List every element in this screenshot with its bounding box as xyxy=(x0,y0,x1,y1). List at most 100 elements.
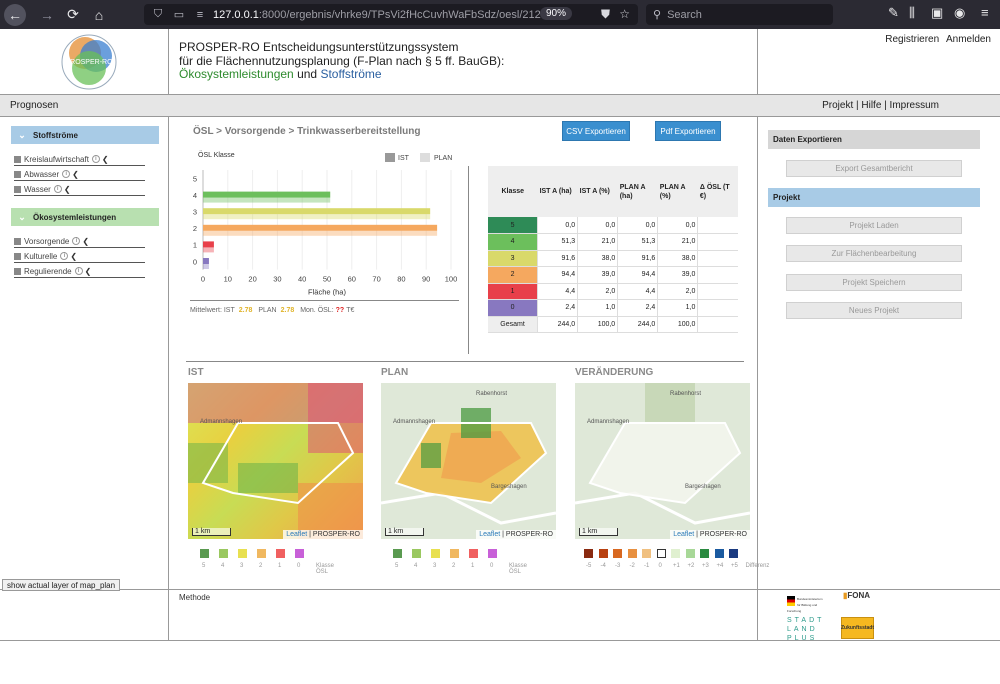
url-host: 127.0.0.1 xyxy=(213,8,259,21)
export-report-button[interactable]: Export Gesamtbericht xyxy=(786,160,962,177)
checkbox-icon[interactable] xyxy=(14,267,21,275)
legend-label-ist: IST xyxy=(398,155,409,162)
pocket-icon[interactable]: ⛊ xyxy=(600,7,610,21)
table-row: 1 4,4 2,0 4,4 2,0 xyxy=(488,283,738,300)
login-link[interactable]: Anmelden xyxy=(945,34,991,45)
title-line-2: für die Flächennutzungsplanung (F-Plan n… xyxy=(179,53,505,68)
sidebar-item-kulturelle[interactable]: Kulturelle i ❮ xyxy=(14,250,145,263)
project-help-links[interactable]: Projekt | Hilfe | Impressum xyxy=(822,100,939,111)
stats-line: Mittelwert: IST 2.78 PLAN 2.78 Mon. ÖSL:??… xyxy=(190,307,354,314)
search-input[interactable]: ⚲ Search xyxy=(646,4,833,25)
info-icon[interactable]: i xyxy=(91,155,100,163)
wrench-icon[interactable]: ✎ xyxy=(888,5,899,20)
library-icon[interactable]: ⫼ xyxy=(909,5,915,20)
table-cell-klasse: 0 xyxy=(488,299,538,317)
table-cell-delta xyxy=(697,233,738,251)
table-header: IST A (%) xyxy=(577,166,618,217)
stoffstroeme-link[interactable]: Stoffströme xyxy=(320,67,382,81)
table-header-row: Klasse IST A (ha) IST A (%) PLAN A (ha) … xyxy=(488,166,738,217)
chevron-left-icon[interactable]: ❮ xyxy=(70,251,78,261)
mon-oesl-label: Mon. ÖSL: xyxy=(300,307,334,314)
sidebar-item-regulierende[interactable]: Regulierende i ❮ xyxy=(14,265,145,278)
csv-export-button[interactable]: CSV Exportieren xyxy=(562,121,630,141)
sidebar-icon[interactable]: ▣ xyxy=(931,5,944,20)
register-link[interactable]: Registrieren xyxy=(885,34,940,45)
table-header: PLAN A (ha) xyxy=(617,166,658,217)
sidebar-group-oekosystemleistungen[interactable]: ⌄ Ökosystemleistungen xyxy=(11,208,159,226)
chart-bottom-line xyxy=(190,300,459,301)
chevron-left-icon[interactable]: ❮ xyxy=(82,236,90,246)
x-tick-label: 0 xyxy=(201,275,205,284)
sidebar-item-label: Kreislaufwirtschaft xyxy=(24,154,89,164)
title-and: und xyxy=(297,67,318,81)
checkbox-icon[interactable] xyxy=(14,237,21,245)
zoom-indicator[interactable]: 90% xyxy=(539,7,572,20)
table-total-plan_pct: 100,0 xyxy=(657,316,698,333)
prosper-ro-logo[interactable]: PROSPER-RO xyxy=(60,33,118,91)
info-icon[interactable]: i xyxy=(72,237,81,245)
oekosystem-link[interactable]: Ökosystemleistungen xyxy=(179,67,294,81)
bar-ist xyxy=(203,258,209,264)
new-project-button[interactable]: Neues Projekt xyxy=(786,302,962,319)
table-cell-plan_pct: 0,0 xyxy=(657,217,698,234)
chevron-left-icon[interactable]: ❮ xyxy=(63,184,71,194)
bookmark-star-icon[interactable]: ☆ xyxy=(619,7,630,21)
nav-row: Prognosen Projekt | Hilfe | Impressum xyxy=(0,94,1000,117)
legend-label: Differenz xyxy=(745,563,770,569)
table-header: IST A (ha) xyxy=(537,166,578,217)
reload-icon[interactable]: ⟳ xyxy=(67,6,79,22)
checkbox-icon[interactable] xyxy=(14,252,21,260)
map-plan[interactable]: Admannshagen Rabenhorst Bargeshagen 1 km… xyxy=(381,383,556,539)
sidebar-item-vorsorgende[interactable]: Vorsorgende i ❮ xyxy=(14,235,145,248)
map-ist[interactable]: Admannshagen 1 km Leaflet | PROSPER-RO xyxy=(188,383,363,539)
home-icon[interactable]: ⌂ xyxy=(94,6,104,23)
bar-ist xyxy=(203,224,438,231)
shield-icon[interactable]: ⛉ xyxy=(153,8,163,20)
info-icon[interactable]: i xyxy=(53,185,62,193)
table-cell-ist_ha: 94,4 xyxy=(537,266,578,284)
leaflet-link[interactable]: Leaflet xyxy=(286,531,308,538)
map-scale: 1 km xyxy=(385,528,425,536)
table-cell-plan_ha: 2,4 xyxy=(617,299,658,317)
load-project-button[interactable]: Projekt Laden xyxy=(786,217,962,234)
map-title-change: VERÄNDERUNG xyxy=(575,367,654,378)
divider-left xyxy=(168,29,169,641)
account-icon[interactable]: ◉ xyxy=(954,5,966,20)
info-icon[interactable]: i xyxy=(74,267,83,275)
x-tick-label: 10 xyxy=(224,275,232,284)
legend-swatch xyxy=(295,549,304,558)
pdf-export-button[interactable]: Pdf Exportieren xyxy=(655,121,721,141)
permissions-icon[interactable]: ≡ xyxy=(196,8,204,21)
checkbox-icon[interactable] xyxy=(14,170,21,178)
sidebar-item-abwasser[interactable]: Abwasser i ❮ xyxy=(14,168,145,181)
footer-top-line xyxy=(0,589,1000,590)
sidebar-item-kreislaufwirtschaft[interactable]: Kreislaufwirtschaft i ❮ xyxy=(14,153,145,166)
chevron-left-icon[interactable]: ❮ xyxy=(101,154,109,164)
legend-swatch xyxy=(219,549,228,558)
info-icon[interactable]: i xyxy=(62,170,71,178)
map-change[interactable]: Admannshagen Rabenhorst Bargeshagen 1 km… xyxy=(575,383,750,539)
table-cell-plan_ha: 0,0 xyxy=(617,217,658,234)
leaflet-link[interactable]: Leaflet xyxy=(479,531,501,538)
sidebar-group-stoffstroeme[interactable]: ⌄ Stoffströme xyxy=(11,126,159,144)
checkbox-icon[interactable] xyxy=(14,185,21,193)
map-layer-tooltip[interactable]: show actual layer of map_plan xyxy=(2,579,121,591)
chevron-left-icon[interactable]: ❮ xyxy=(72,169,79,179)
leaflet-link[interactable]: Leaflet xyxy=(673,531,695,538)
info-icon[interactable]: i xyxy=(60,252,69,260)
legend-label: 0 xyxy=(490,563,494,569)
methode-link[interactable]: Methode xyxy=(179,593,211,602)
mon-oesl-value: ?? xyxy=(335,307,345,314)
table-total-label: Gesamt xyxy=(488,316,538,333)
back-arrow-icon[interactable]: ← xyxy=(4,3,26,26)
checkbox-icon[interactable] xyxy=(14,155,21,163)
area-edit-button[interactable]: Zur Flächenbearbeitung xyxy=(786,245,962,262)
forward-arrow-icon[interactable]: → xyxy=(40,6,54,23)
table-cell-klasse: 3 xyxy=(488,250,538,267)
url-bar[interactable]: ⛉ ▭ ≡ 127.0.0.1:8000/ergebnis/vhrke9/TPs… xyxy=(144,4,638,25)
menu-icon[interactable]: ≡ xyxy=(981,5,989,20)
sidebar-item-wasser[interactable]: Wasser i ❮ xyxy=(14,183,145,196)
save-project-button[interactable]: Projekt Speichern xyxy=(786,274,962,291)
chevron-left-icon[interactable]: ❮ xyxy=(84,266,92,276)
